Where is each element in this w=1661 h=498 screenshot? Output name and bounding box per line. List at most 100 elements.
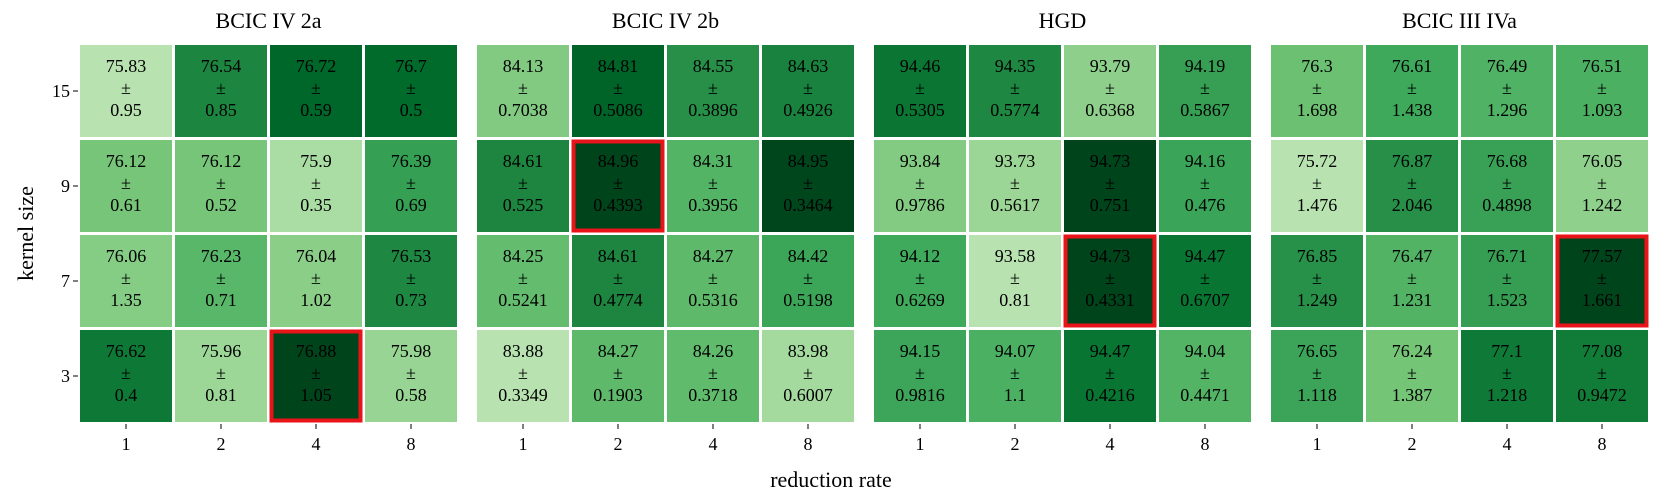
heatmap-cell — [80, 330, 172, 422]
cell-pm-label: ± — [216, 268, 226, 288]
highlight-box — [571, 139, 665, 233]
cell-mean-label: 93.58 — [995, 246, 1036, 266]
cell-pm-label: ± — [1502, 173, 1512, 193]
cell-pm-label: ± — [121, 173, 131, 193]
cell-mean-label: 93.79 — [1090, 56, 1131, 76]
heatmap-cell — [270, 45, 362, 137]
heatmap-cell — [1271, 45, 1363, 137]
cell-mean-label: 94.46 — [900, 56, 941, 76]
cell-pm-label: ± — [216, 78, 226, 98]
cell-std-label: 0.6269 — [895, 290, 945, 310]
x-tick-label: 1 — [1313, 434, 1322, 454]
cell-std-label: 0.69 — [395, 195, 427, 215]
cell-mean-label: 84.96 — [598, 151, 639, 171]
cell-mean-label: 75.72 — [1297, 151, 1338, 171]
heatmap-cell — [1461, 45, 1553, 137]
cell-std-label: 0.5305 — [895, 100, 945, 120]
heatmap-cell — [969, 45, 1061, 137]
cell-mean-label: 76.12 — [106, 151, 147, 171]
cell-pm-label: ± — [1105, 173, 1115, 193]
cell-pm-label: ± — [915, 363, 925, 383]
cell-std-label: 0.4774 — [593, 290, 643, 310]
highlight-box — [1555, 234, 1649, 328]
cell-pm-label: ± — [1312, 173, 1322, 193]
heatmap-cell — [1461, 140, 1553, 232]
heatmap-cell — [1556, 140, 1648, 232]
cell-pm-label: ± — [1407, 268, 1417, 288]
cell-mean-label: 94.35 — [995, 56, 1036, 76]
cell-pm-label: ± — [1010, 78, 1020, 98]
heatmap-cell — [1271, 235, 1363, 327]
cell-mean-label: 77.1 — [1491, 341, 1523, 361]
cell-std-label: 0.52 — [205, 195, 237, 215]
cell-pm-label: ± — [1200, 173, 1210, 193]
cell-std-label: 0.3896 — [688, 100, 738, 120]
cell-mean-label: 77.08 — [1582, 341, 1623, 361]
cell-mean-label: 76.72 — [296, 56, 337, 76]
cell-std-label: 2.046 — [1392, 195, 1433, 215]
heatmap-cell — [762, 140, 854, 232]
highlight-box — [1063, 234, 1157, 328]
cell-pm-label: ± — [216, 363, 226, 383]
cell-mean-label: 76.24 — [1392, 341, 1433, 361]
cell-pm-label: ± — [406, 363, 416, 383]
cell-mean-label: 76.65 — [1297, 341, 1338, 361]
cell-pm-label: ± — [311, 268, 321, 288]
cell-pm-label: ± — [1502, 78, 1512, 98]
cell-mean-label: 76.05 — [1582, 151, 1623, 171]
heatmap-cell — [667, 45, 759, 137]
cell-std-label: 0.751 — [1090, 195, 1131, 215]
x-tick-label: 4 — [1503, 434, 1512, 454]
heatmap-cell — [1556, 45, 1648, 137]
cell-pm-label: ± — [803, 363, 813, 383]
cell-std-label: 1.35 — [110, 290, 142, 310]
heatmap-cell — [874, 235, 966, 327]
heatmap-cell — [1159, 45, 1251, 137]
cell-mean-label: 94.73 — [1090, 246, 1131, 266]
heatmap-cell — [762, 235, 854, 327]
cell-pm-label: ± — [1407, 363, 1417, 383]
cell-pm-label: ± — [1105, 363, 1115, 383]
heatmap-cell — [572, 330, 664, 422]
cell-std-label: 1.02 — [300, 290, 332, 310]
cell-pm-label: ± — [121, 78, 131, 98]
x-tick-label: 4 — [709, 434, 718, 454]
cell-pm-label: ± — [311, 363, 321, 383]
cell-mean-label: 76.87 — [1392, 151, 1433, 171]
cell-mean-label: 84.81 — [598, 56, 639, 76]
cell-mean-label: 94.12 — [900, 246, 941, 266]
heatmap-cell — [1556, 330, 1648, 422]
cell-mean-label: 84.63 — [788, 56, 829, 76]
heatmap-cell — [175, 330, 267, 422]
heatmap-cell — [969, 235, 1061, 327]
cell-mean-label: 84.26 — [693, 341, 734, 361]
x-tick-label: 1 — [122, 434, 131, 454]
cell-pm-label: ± — [1010, 173, 1020, 193]
cell-std-label: 0.35 — [300, 195, 332, 215]
cell-std-label: 0.9472 — [1577, 385, 1627, 405]
cell-mean-label: 83.88 — [503, 341, 544, 361]
cell-mean-label: 84.25 — [503, 246, 544, 266]
cell-pm-label: ± — [406, 78, 416, 98]
cell-std-label: 0.4898 — [1482, 195, 1532, 215]
heatmap-cell — [365, 330, 457, 422]
cell-std-label: 1.242 — [1582, 195, 1623, 215]
cell-mean-label: 83.98 — [788, 341, 829, 361]
cell-std-label: 0.3349 — [498, 385, 548, 405]
cell-mean-label: 76.49 — [1487, 56, 1528, 76]
cell-std-label: 0.5198 — [783, 290, 833, 310]
cell-pm-label: ± — [1597, 268, 1607, 288]
heatmap-cell — [874, 140, 966, 232]
cell-pm-label: ± — [1597, 363, 1607, 383]
cell-pm-label: ± — [1502, 268, 1512, 288]
cell-pm-label: ± — [613, 173, 623, 193]
cell-std-label: 0.5774 — [990, 100, 1040, 120]
cell-mean-label: 76.68 — [1487, 151, 1528, 171]
cell-mean-label: 76.51 — [1582, 56, 1623, 76]
x-tick-label: 4 — [312, 434, 321, 454]
cell-mean-label: 75.98 — [391, 341, 432, 361]
cell-pm-label: ± — [803, 78, 813, 98]
heatmap-cell — [572, 140, 664, 232]
heatmap-cell — [969, 140, 1061, 232]
